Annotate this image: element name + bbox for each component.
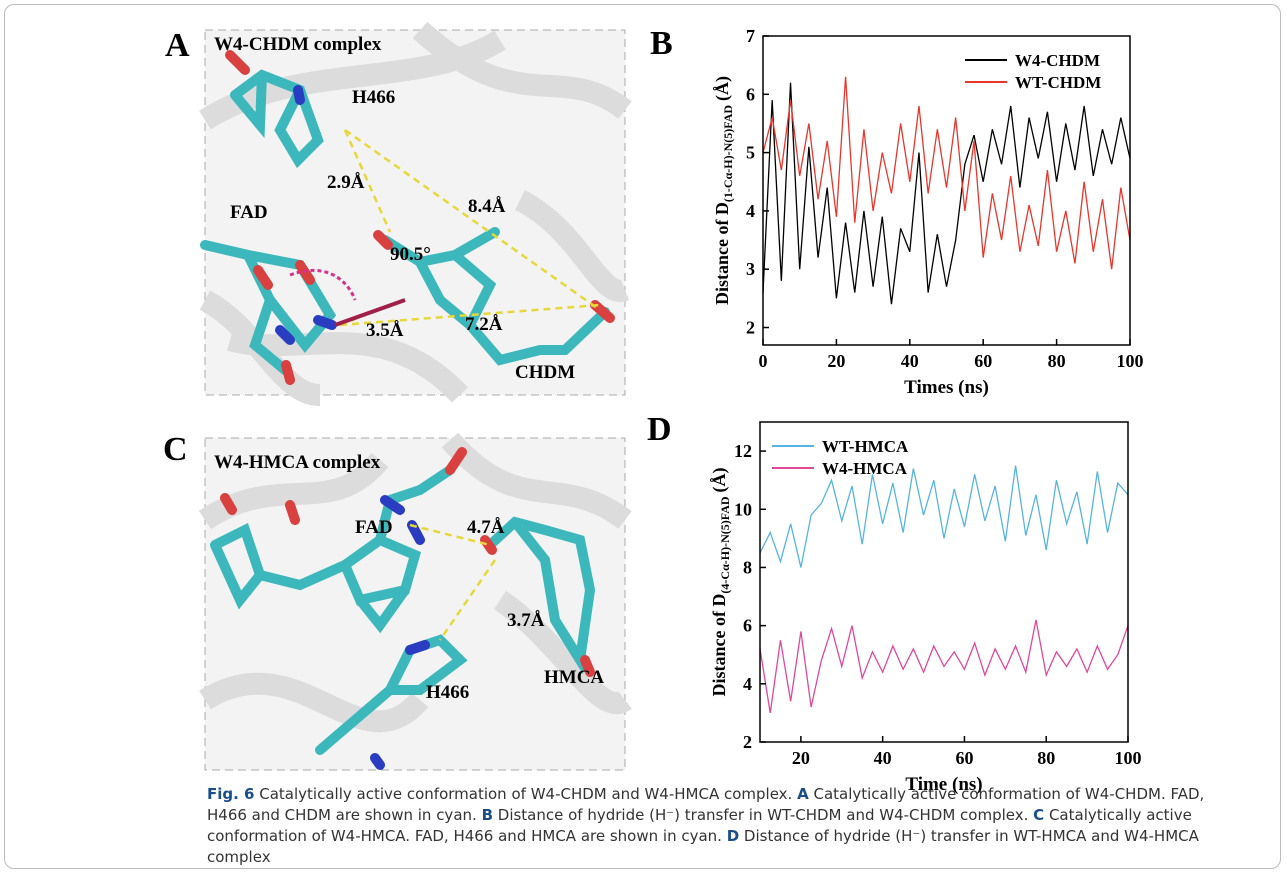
- panel-label: C: [163, 431, 188, 468]
- data-line: [759, 465, 1129, 568]
- angle-label: 90.5°: [390, 244, 431, 265]
- data-line: [759, 619, 1129, 714]
- distance-label: 7.2Å: [465, 314, 503, 335]
- structure-c: W4-HMCA complex FAD 4.7Å 3.7Å H466 HMCA …: [163, 431, 632, 771]
- x-tick-label: 100: [1117, 351, 1144, 371]
- y-tick-label: 10: [734, 499, 752, 519]
- caption-segment: C: [1033, 806, 1045, 824]
- distance-label: 3.7Å: [507, 610, 545, 631]
- x-tick-label: 60: [974, 351, 992, 371]
- x-tick-label: 60: [955, 748, 973, 768]
- figure-frame: [4, 4, 1281, 869]
- y-axis-label: Distance of D(1-Cα-H)-N(5)FAD (Å): [712, 76, 735, 305]
- y-tick-label: 2: [746, 318, 755, 338]
- x-tick-label: 80: [1048, 351, 1066, 371]
- y-label-unit: (Å): [709, 467, 730, 492]
- caption-segment: Catalytically active conformation of W4-…: [207, 806, 1192, 845]
- caption-segment: Catalytically active conformation of W4-…: [254, 785, 798, 803]
- legend-label: W4-HMCA: [822, 459, 908, 478]
- ligand-label: HMCA: [544, 667, 604, 688]
- y-tick-label: 2: [743, 732, 752, 752]
- data-line: [762, 76, 1131, 270]
- caption-segment: Fig. 6: [207, 785, 255, 803]
- residue-label: H466: [352, 87, 395, 108]
- ligand-label: CHDM: [515, 362, 575, 383]
- plot-frame: [759, 421, 1129, 743]
- y-label-unit: (Å): [712, 76, 733, 101]
- y-tick-label: 6: [746, 84, 755, 104]
- x-tick-label: 100: [1115, 748, 1142, 768]
- ligand-label: FAD: [355, 517, 393, 538]
- distance-label: 4.7Å: [467, 517, 505, 538]
- panel-label: D: [647, 411, 672, 448]
- y-tick-label: 7: [746, 26, 755, 46]
- y-label-sub: (4-Cα-H)-N(5)FAD: [718, 496, 732, 593]
- x-tick-label: 40: [901, 351, 919, 371]
- caption-segment: A: [797, 785, 809, 803]
- distance-label: 8.4Å: [468, 196, 506, 217]
- ligand-label: FAD: [230, 202, 268, 223]
- y-label-sub: (1-Cα-H)-N(5)FAD: [721, 105, 735, 202]
- x-tick-label: 20: [792, 748, 810, 768]
- data-line: [762, 82, 1131, 305]
- y-label-main: Distance of D: [712, 202, 732, 305]
- y-tick-label: 4: [746, 201, 755, 221]
- caption-segment: Distance of hydride (H⁻) transfer in WT-…: [207, 827, 1199, 866]
- complex-label: W4-HMCA complex: [214, 452, 381, 473]
- legend-label: WT-HMCA: [822, 437, 909, 456]
- distance-label: 3.5Å: [366, 320, 404, 341]
- y-label-main: Distance of D: [709, 594, 729, 697]
- residue-label: H466: [426, 682, 469, 703]
- x-axis-label: Time (ns): [905, 774, 982, 795]
- panel-label: B: [650, 25, 673, 62]
- caption-segment: Catalytically active conformation of W4-…: [207, 785, 1205, 824]
- panel-label: A: [165, 27, 190, 64]
- x-axis-label: Times (ns): [904, 377, 989, 398]
- caption: Fig. 6 Catalytically active conformation…: [207, 784, 1247, 868]
- complex-label: W4-CHDM complex: [214, 34, 382, 55]
- y-tick-label: 5: [746, 143, 755, 163]
- x-tick-label: 0: [759, 351, 768, 371]
- y-axis-label: Distance of D(4-Cα-H)-N(5)FAD (Å): [709, 467, 732, 696]
- structure-a: W4-CHDM complex H466 2.9Å 8.4Å FAD 90.5°…: [165, 21, 632, 406]
- y-tick-label: 6: [743, 616, 752, 636]
- legend-label: WT-CHDM: [1015, 73, 1101, 92]
- caption-segment: D: [726, 827, 740, 845]
- distance-label: 2.9Å: [327, 172, 365, 193]
- y-tick-label: 8: [743, 557, 752, 577]
- y-tick-label: 3: [746, 259, 755, 279]
- x-tick-label: 40: [874, 748, 892, 768]
- x-tick-label: 80: [1037, 748, 1055, 768]
- x-tick-label: 20: [827, 351, 845, 371]
- y-tick-label: 12: [734, 441, 752, 461]
- legend-label: W4-CHDM: [1015, 51, 1100, 70]
- plot-frame: [762, 35, 1131, 346]
- caption-segment: Distance of hydride (H⁻) transfer in WT-…: [493, 806, 1034, 824]
- caption-segment: B: [481, 806, 493, 824]
- y-tick-label: 4: [743, 674, 752, 694]
